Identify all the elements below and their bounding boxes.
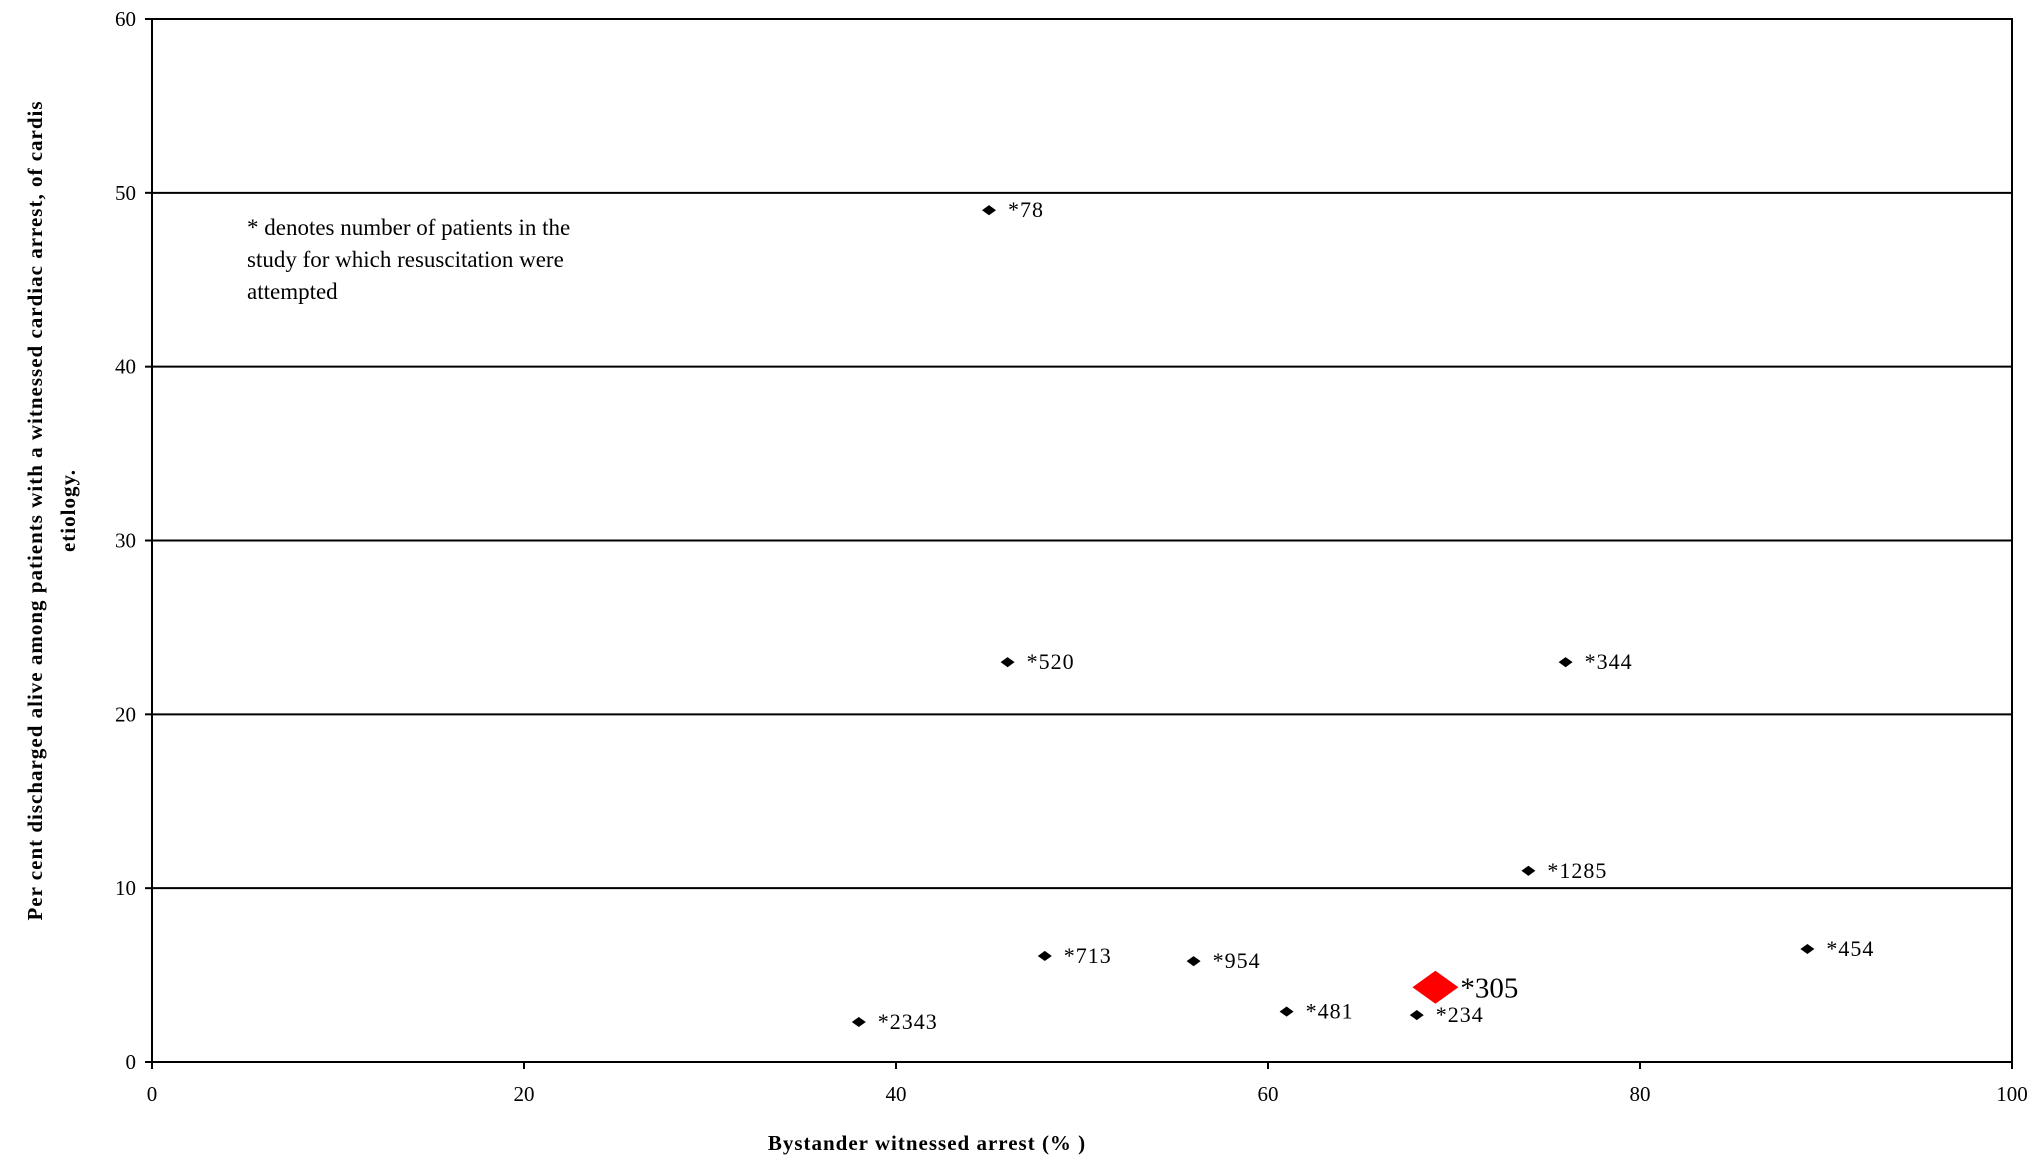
data-point-label: *481 (1306, 999, 1354, 1024)
annotation-line: attempted (247, 279, 338, 304)
data-point-marker (1000, 657, 1015, 668)
x-axis-title: Bystander witnessed arrest (% ) (768, 1131, 1086, 1155)
data-point-label: *1285 (1547, 858, 1607, 883)
gridlines (152, 18, 2012, 1063)
data-point-label: *520 (1027, 649, 1075, 674)
data-point-marker (851, 1016, 866, 1028)
data-point-marker (1409, 1010, 1424, 1021)
data-point-label: *305 (1460, 972, 1518, 1004)
data-point-label: *2343 (878, 1009, 938, 1034)
x-tick-label: 40 (886, 1082, 907, 1106)
y-axis-ticks: 0 10 20 30 40 50 60 (115, 7, 152, 1074)
data-point-label: *954 (1213, 948, 1261, 973)
data-point-marker (1521, 865, 1536, 876)
data-point-label: *234 (1436, 1002, 1484, 1027)
data-point-label: *78 (1008, 197, 1044, 222)
annotation-line: * denotes number of patients in the (247, 215, 570, 240)
data-point-label: *713 (1064, 943, 1112, 968)
data-points: *78 *520 *344 *1285 *713 *954 *454 *481 *234 *234… (851, 197, 1874, 1034)
y-tick-label: 10 (115, 876, 136, 900)
data-point-marker (1279, 1006, 1294, 1017)
data-point-marker (1037, 950, 1052, 962)
x-tick-label: 0 (147, 1082, 158, 1106)
data-point-marker (1558, 657, 1573, 668)
y-tick-label: 50 (115, 181, 136, 205)
y-axis-title-line: Per cent discharged alive among patients… (23, 100, 47, 920)
annotation-line: study for which resuscitation were (247, 247, 564, 272)
x-tick-label: 100 (1996, 1082, 2028, 1106)
y-tick-label: 60 (115, 7, 136, 31)
data-point-label: *344 (1585, 649, 1633, 674)
x-tick-label: 20 (514, 1082, 535, 1106)
data-point-marker (982, 205, 996, 216)
x-tick-label: 80 (1630, 1082, 1651, 1106)
chart-annotation: * denotes number of patients in the study… (247, 215, 570, 304)
data-point-label: *454 (1826, 936, 1874, 961)
y-axis-title-line: etiology. (56, 469, 80, 552)
y-tick-label: 20 (115, 702, 136, 726)
y-tick-label: 0 (126, 1050, 137, 1074)
data-point-marker (1186, 956, 1201, 967)
data-point-marker (1800, 943, 1815, 955)
y-tick-label: 30 (115, 529, 136, 553)
highlight-point-marker (1412, 970, 1459, 1004)
y-tick-label: 40 (115, 355, 136, 379)
x-tick-label: 60 (1258, 1082, 1279, 1106)
y-axis-title: Per cent discharged alive among patients… (23, 100, 80, 920)
x-axis-ticks: 0 20 40 60 80 100 (147, 1062, 2028, 1106)
